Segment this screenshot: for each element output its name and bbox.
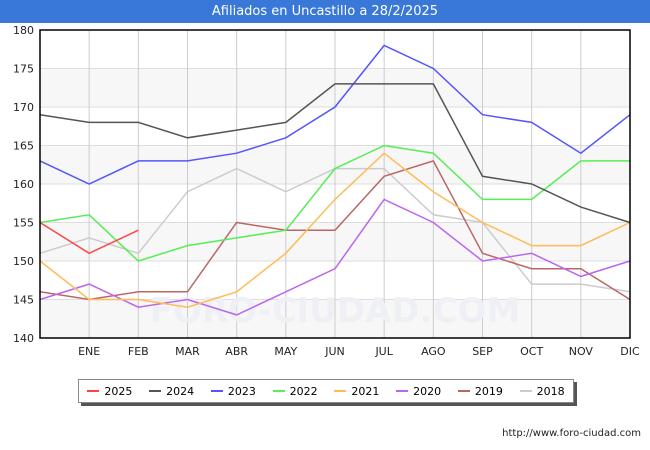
legend-label: 2024	[166, 384, 195, 398]
legend-item-2022: 2022	[272, 384, 318, 398]
legend-item-2023: 2023	[210, 384, 256, 398]
legend-swatch	[149, 390, 162, 392]
y-tick-label: 140	[13, 332, 34, 345]
x-tick-label: MAY	[274, 345, 297, 358]
legend-label: 2018	[536, 384, 565, 398]
legend-item-2020: 2020	[396, 385, 441, 398]
legend-swatch	[457, 390, 470, 392]
legend-label: 2025	[104, 384, 133, 398]
legend-label: 2023	[227, 384, 256, 398]
legend-item-2018: 2018	[519, 384, 565, 398]
y-tick-label: 155	[13, 217, 34, 230]
y-tick-label: 170	[13, 101, 34, 114]
y-tick-label: 165	[13, 140, 34, 153]
legend: 2025 2024 2023 2022 2021 2020 2019 2018	[78, 379, 574, 403]
x-tick-label: JUL	[374, 345, 393, 358]
legend-item-2019: 2019	[457, 384, 503, 398]
legend-label: 2022	[289, 384, 318, 398]
y-tick-label: 145	[13, 294, 34, 307]
x-tick-label: FEB	[128, 345, 149, 358]
plot-frame	[39, 29, 631, 339]
x-tick-label: ABR	[225, 345, 248, 358]
legend-swatch	[334, 390, 347, 392]
x-tick-label: JUN	[324, 345, 345, 358]
legend-swatch	[272, 390, 285, 392]
x-tick-label: OCT	[520, 345, 543, 358]
source-url[interactable]: http://www.foro-ciudad.com	[502, 428, 641, 439]
x-tick-label: DIC	[620, 345, 640, 358]
legend-label: 2020	[413, 384, 442, 398]
y-tick-label: 175	[13, 63, 34, 76]
legend-swatch	[210, 390, 223, 392]
legend-label: 2019	[474, 384, 503, 398]
x-tick-label: NOV	[569, 345, 594, 358]
x-tick-label: AGO	[421, 345, 446, 358]
x-tick-label: MAR	[175, 345, 200, 358]
y-tick-label: 150	[13, 255, 34, 268]
chart-title: Afiliados en Uncastillo a 28/2/2025	[0, 0, 650, 23]
legend-swatch	[396, 390, 409, 392]
watermark: FORO-CIUDAD.COM	[150, 291, 521, 331]
y-tick-label: 180	[13, 24, 34, 37]
x-tick-label: ENE	[78, 345, 100, 358]
y-tick-label: 160	[13, 178, 34, 191]
x-tick-label: SEP	[472, 345, 493, 358]
legend-item-2024: 2024	[149, 385, 194, 398]
legend-label: 2021	[351, 384, 380, 398]
legend-swatch	[87, 390, 100, 392]
legend-item-2025: 2025	[87, 385, 132, 398]
legend-item-2021: 2021	[334, 385, 379, 398]
legend-swatch	[519, 390, 532, 392]
